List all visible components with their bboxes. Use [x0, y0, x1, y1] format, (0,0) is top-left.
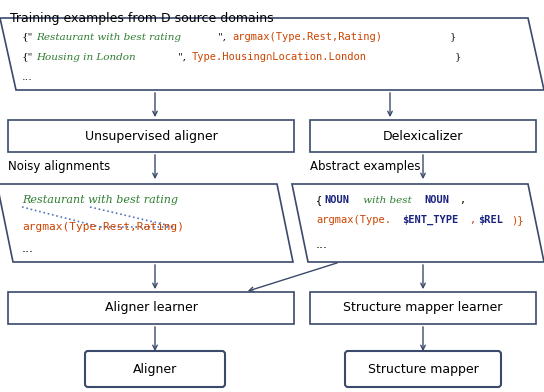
Bar [310, 292, 536, 324]
Text: Aligner learner: Aligner learner [104, 301, 197, 314]
FancyBboxPatch shape [85, 351, 225, 387]
Text: argmax(Type.: argmax(Type. [316, 215, 391, 225]
Text: Restaurant with best rating: Restaurant with best rating [22, 195, 178, 205]
Text: ...: ... [22, 72, 33, 82]
Polygon shape [292, 184, 544, 262]
Polygon shape [0, 184, 293, 262]
Text: ,: , [460, 195, 466, 205]
Bar [8, 120, 294, 152]
Text: }: } [455, 53, 461, 62]
Bar [8, 292, 294, 324]
Text: ...: ... [22, 241, 34, 254]
Text: argmax(Type.Rest,Rating): argmax(Type.Rest,Rating) [22, 222, 184, 232]
Text: Structure mapper: Structure mapper [368, 363, 478, 376]
Text: $REL: $REL [478, 215, 503, 225]
Text: Restaurant with best rating: Restaurant with best rating [36, 33, 181, 42]
Text: Delexicalizer: Delexicalizer [383, 129, 463, 143]
Text: Training examples from D source domains: Training examples from D source domains [10, 12, 274, 25]
Bar [310, 120, 536, 152]
Text: with best: with best [360, 196, 415, 205]
Text: Abstract examples: Abstract examples [310, 160, 421, 173]
Text: Structure mapper learner: Structure mapper learner [343, 301, 503, 314]
Text: }: } [450, 33, 456, 42]
Text: Type.Housing∩Location.London: Type.Housing∩Location.London [192, 52, 367, 62]
Text: Unsupervised aligner: Unsupervised aligner [85, 129, 218, 143]
Text: ",: ", [178, 53, 186, 62]
Text: Noisy alignments: Noisy alignments [8, 160, 110, 173]
Text: Aligner: Aligner [133, 363, 177, 376]
Text: Housing in London: Housing in London [36, 53, 135, 62]
Text: argmax(Type.Rest,Rating): argmax(Type.Rest,Rating) [232, 32, 382, 42]
Text: NOUN: NOUN [424, 195, 449, 205]
Text: $ENT_TYPE: $ENT_TYPE [402, 215, 458, 225]
Text: )}: )} [511, 215, 523, 225]
Text: {": {" [22, 53, 33, 62]
Text: ,: , [470, 215, 476, 225]
Text: {": {" [22, 33, 33, 42]
Text: ",: ", [218, 33, 226, 42]
Polygon shape [0, 18, 544, 90]
Text: ...: ... [316, 238, 328, 250]
Text: NOUN: NOUN [324, 195, 349, 205]
FancyBboxPatch shape [345, 351, 501, 387]
Text: {: { [316, 195, 322, 205]
